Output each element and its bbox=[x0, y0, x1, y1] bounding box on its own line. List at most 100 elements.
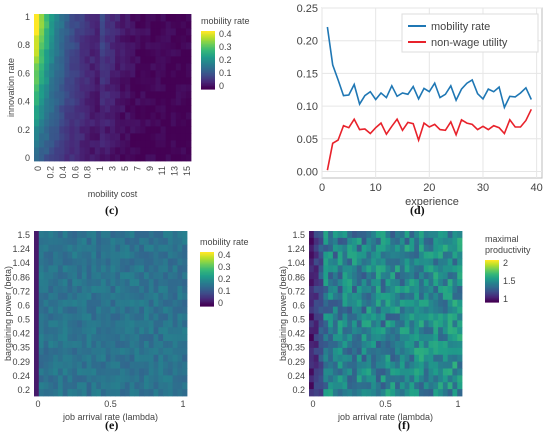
heatmap-cell bbox=[77, 368, 83, 376]
heatmap-cell bbox=[34, 14, 40, 22]
heatmap-cell bbox=[86, 375, 92, 383]
heatmap-cell bbox=[457, 347, 463, 356]
colorbar-segment bbox=[485, 264, 499, 266]
heatmap-cell bbox=[105, 334, 111, 342]
heatmap-cell bbox=[124, 334, 131, 342]
heatmap-cell bbox=[110, 368, 116, 376]
heatmap-cell bbox=[347, 292, 353, 301]
heatmap-cell bbox=[418, 389, 425, 397]
heatmap-cell bbox=[34, 368, 40, 376]
heatmap-cell bbox=[100, 265, 107, 273]
heatmap-cell bbox=[115, 272, 121, 280]
heatmap-cell bbox=[371, 299, 377, 308]
heatmap-cell bbox=[318, 389, 324, 397]
heatmap-cell bbox=[72, 292, 78, 301]
heatmap-cell bbox=[385, 382, 391, 390]
heatmap-cell bbox=[375, 244, 382, 253]
heatmap-cell bbox=[155, 154, 162, 162]
heatmap-cell bbox=[323, 361, 329, 369]
heatmap-cell bbox=[59, 133, 65, 141]
heatmap-cell bbox=[418, 320, 425, 328]
heatmap-cell bbox=[332, 244, 339, 253]
heatmap-cell bbox=[115, 279, 121, 287]
heatmap-cell bbox=[153, 375, 159, 383]
heatmap-cell bbox=[323, 306, 329, 314]
heatmap-cell bbox=[150, 126, 156, 134]
heatmap-cell bbox=[143, 244, 150, 253]
heatmap-cell bbox=[59, 42, 65, 50]
heatmap-cell bbox=[96, 279, 102, 287]
heatmap-cell bbox=[153, 292, 159, 301]
heatmap-cell bbox=[120, 133, 126, 141]
heatmap-cell bbox=[418, 354, 425, 363]
heatmap-cell bbox=[313, 306, 319, 314]
heatmap-cell bbox=[79, 140, 86, 148]
heatmap-cell bbox=[120, 292, 126, 301]
heatmap-cell bbox=[457, 258, 463, 266]
heatmap-cell bbox=[81, 292, 87, 301]
heatmap-cell bbox=[385, 375, 391, 383]
heatmap-cell bbox=[81, 313, 87, 321]
heatmap-cell bbox=[34, 279, 40, 287]
heatmap-cell bbox=[347, 251, 353, 259]
heatmap-cell bbox=[177, 292, 183, 301]
heatmap-cell bbox=[38, 258, 44, 266]
colorbar-segment bbox=[485, 260, 499, 262]
heatmap-cell bbox=[175, 21, 182, 29]
heatmap-cell bbox=[62, 368, 68, 376]
heatmap-cell bbox=[130, 70, 136, 78]
heatmap-cell bbox=[447, 258, 453, 266]
heatmap-cell bbox=[140, 140, 146, 148]
heatmap-cell bbox=[163, 382, 169, 390]
heatmap-cell bbox=[423, 306, 429, 314]
heatmap-cell bbox=[399, 272, 406, 280]
heatmap-cell bbox=[96, 313, 102, 321]
heatmap-cell bbox=[371, 341, 377, 349]
heatmap-cell bbox=[130, 154, 136, 162]
heatmap-cell bbox=[153, 341, 159, 349]
heatmap-cell bbox=[332, 341, 339, 349]
heatmap-cell bbox=[423, 279, 429, 287]
heatmap-cell bbox=[86, 306, 92, 314]
heatmap-cell bbox=[433, 361, 439, 369]
heatmap-cell bbox=[62, 382, 68, 390]
heatmap-cell bbox=[69, 77, 75, 85]
heatmap-cell bbox=[438, 231, 444, 239]
heatmap-cell bbox=[135, 70, 141, 78]
heatmap-cell bbox=[39, 42, 45, 50]
heatmap-cell bbox=[318, 265, 324, 273]
heatmap-cell bbox=[100, 368, 107, 376]
heatmap-cell bbox=[409, 231, 415, 239]
y-tick-label: 0.2 bbox=[17, 385, 30, 395]
heatmap-cell bbox=[399, 320, 406, 328]
colorbar-segment bbox=[201, 62, 215, 65]
heatmap-cell bbox=[418, 265, 425, 273]
heatmap-cell bbox=[167, 292, 174, 301]
heatmap-cell bbox=[447, 292, 453, 301]
heatmap-cell bbox=[134, 382, 140, 390]
heatmap-cell bbox=[38, 354, 44, 363]
heatmap-cell bbox=[134, 272, 140, 280]
heatmap-cell bbox=[100, 382, 107, 390]
heatmap-cell bbox=[81, 382, 87, 390]
colorbar-segment bbox=[201, 36, 215, 39]
heatmap-cell bbox=[81, 258, 87, 266]
heatmap-cell bbox=[100, 389, 107, 397]
heatmap-cell bbox=[77, 279, 83, 287]
heatmap-cell bbox=[53, 354, 59, 363]
heatmap-cell bbox=[390, 341, 396, 349]
heatmap-cell bbox=[115, 56, 121, 64]
heatmap-cell bbox=[409, 286, 415, 294]
heatmap-cell bbox=[79, 119, 86, 127]
heatmap-cell bbox=[414, 389, 420, 397]
heatmap-cell bbox=[57, 237, 64, 246]
heatmap-cell bbox=[185, 154, 192, 162]
heatmap-cell bbox=[153, 279, 159, 287]
heatmap-cell bbox=[139, 354, 145, 363]
heatmap-cell bbox=[139, 389, 145, 397]
heatmap-cell bbox=[67, 231, 73, 239]
heatmap-cell bbox=[143, 361, 150, 369]
colorbar-segment bbox=[200, 292, 214, 295]
heatmap-cell bbox=[395, 279, 401, 287]
heatmap-cell bbox=[323, 347, 329, 356]
